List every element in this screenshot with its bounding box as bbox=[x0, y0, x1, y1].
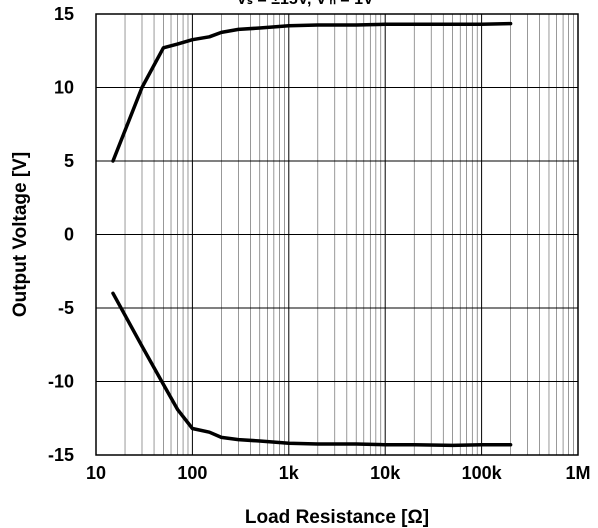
y-tick-label: 0 bbox=[64, 225, 74, 245]
grid bbox=[95, 13, 578, 456]
x-tick-label: 1M bbox=[565, 463, 590, 483]
y-axis-title: Output Voltage [V] bbox=[10, 152, 31, 317]
plot-frame bbox=[95, 13, 579, 456]
y-tick-label: 10 bbox=[54, 78, 74, 98]
y-tick-label: -5 bbox=[58, 298, 74, 318]
y-tick-label: -15 bbox=[48, 445, 74, 465]
negative-output-line bbox=[111, 291, 513, 448]
x-tick-label: 10 bbox=[86, 463, 106, 483]
y-tick-label: -10 bbox=[48, 372, 74, 392]
x-tick-label: 100k bbox=[462, 463, 503, 483]
positive-output-line bbox=[111, 21, 513, 163]
series-layer bbox=[111, 21, 513, 448]
y-tick-label: 5 bbox=[64, 151, 74, 171]
x-tick-labels: 10 100 1k 10k 100k 1M bbox=[86, 463, 591, 483]
x-tick-label: 1k bbox=[279, 463, 300, 483]
y-tick-labels: 15 10 5 0 -5 -10 -15 bbox=[48, 4, 74, 465]
y-tick-label: 15 bbox=[54, 4, 74, 24]
x-tick-label: 100 bbox=[177, 463, 207, 483]
x-axis-title: Load Resistance [Ω] bbox=[245, 507, 429, 528]
chart-title: Vₛ = ±15V, Vᴵₙ = 1V bbox=[236, 0, 374, 8]
x-tick-label: 10k bbox=[370, 463, 401, 483]
